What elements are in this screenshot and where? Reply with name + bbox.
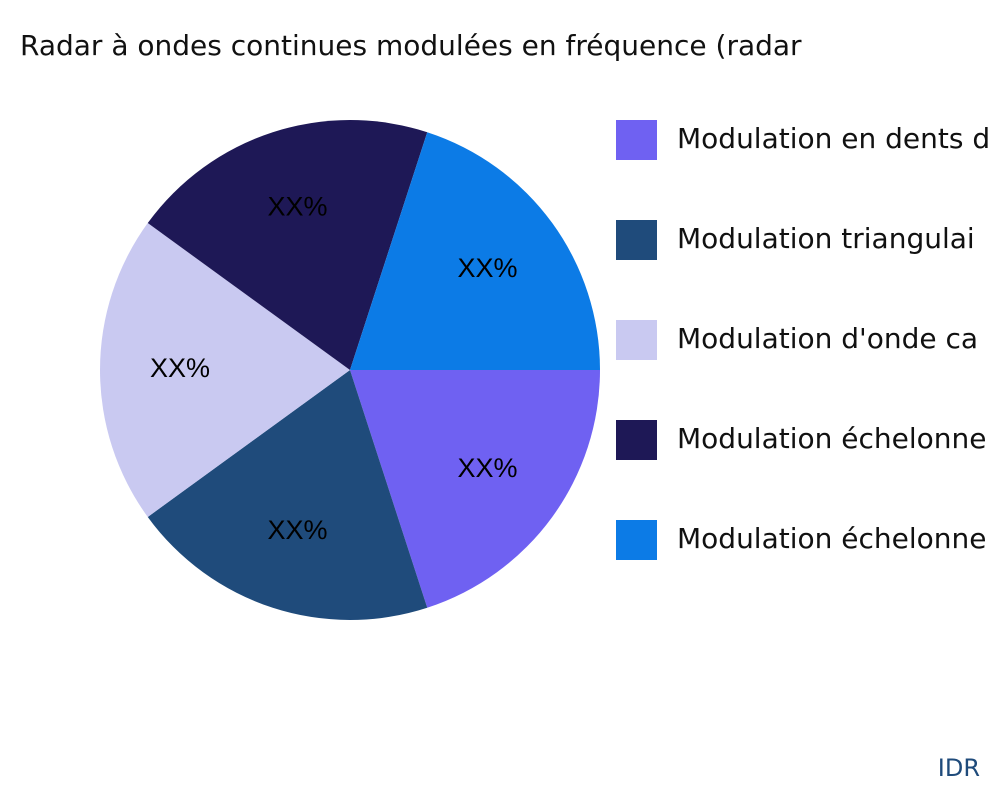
slice-label: XX% <box>267 515 327 545</box>
slice-label: XX% <box>150 353 210 383</box>
pie-slice <box>350 370 600 608</box>
chart-title: Radar à ondes continues modulées en fréq… <box>20 29 802 62</box>
legend-label: Modulation d'onde ca <box>677 322 978 355</box>
legend-swatch <box>616 520 657 560</box>
pie-slice <box>350 132 600 370</box>
legend-label: Modulation échelonne <box>677 522 987 555</box>
legend-swatch <box>616 420 657 460</box>
legend-swatch <box>616 120 657 160</box>
legend-label: Modulation échelonne <box>677 422 987 455</box>
legend-label: Modulation en dents d <box>677 122 990 155</box>
pie-slice <box>100 223 350 517</box>
source-label: IDR <box>938 754 980 782</box>
slice-label: XX% <box>458 253 518 283</box>
legend-swatch <box>616 220 657 260</box>
slice-label: XX% <box>458 453 518 483</box>
pie-slice <box>147 120 428 370</box>
legend-label: Modulation triangulai <box>677 222 975 255</box>
legend-swatch <box>616 320 657 360</box>
slice-label: XX% <box>267 191 327 221</box>
pie-slice <box>147 370 428 620</box>
